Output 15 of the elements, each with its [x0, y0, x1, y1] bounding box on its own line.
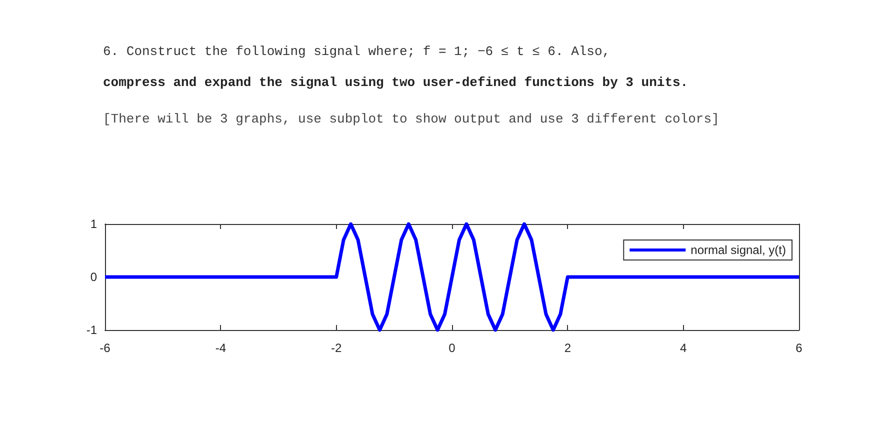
x-tick-label: -2 [330, 341, 342, 355]
y-tick-label: 1 [90, 217, 98, 231]
x-tick-label: 4 [680, 341, 687, 355]
y-tick-label: 0 [90, 270, 98, 284]
legend-label: normal signal, y(t) [690, 243, 786, 257]
x-tick-label: 6 [796, 341, 803, 355]
x-tick-label: -4 [215, 341, 226, 355]
x-tick-label: -6 [100, 341, 111, 355]
y-tick-label: -1 [86, 323, 98, 337]
x-tick-label: 0 [448, 341, 456, 355]
chart-title: 6. Construct the following signal where; f = 1; −6 ≤ t ≤ 6. Also, [103, 44, 610, 59]
text: [There will be 3 graphs, use subplot to show output and use 3 different colors] [103, 112, 720, 126]
chart-subtitle: compress and expand the signal using two user-defined functions by 3 units. [103, 75, 688, 90]
line-series [103, 222, 801, 332]
x-tick-label: 2 [564, 341, 572, 355]
